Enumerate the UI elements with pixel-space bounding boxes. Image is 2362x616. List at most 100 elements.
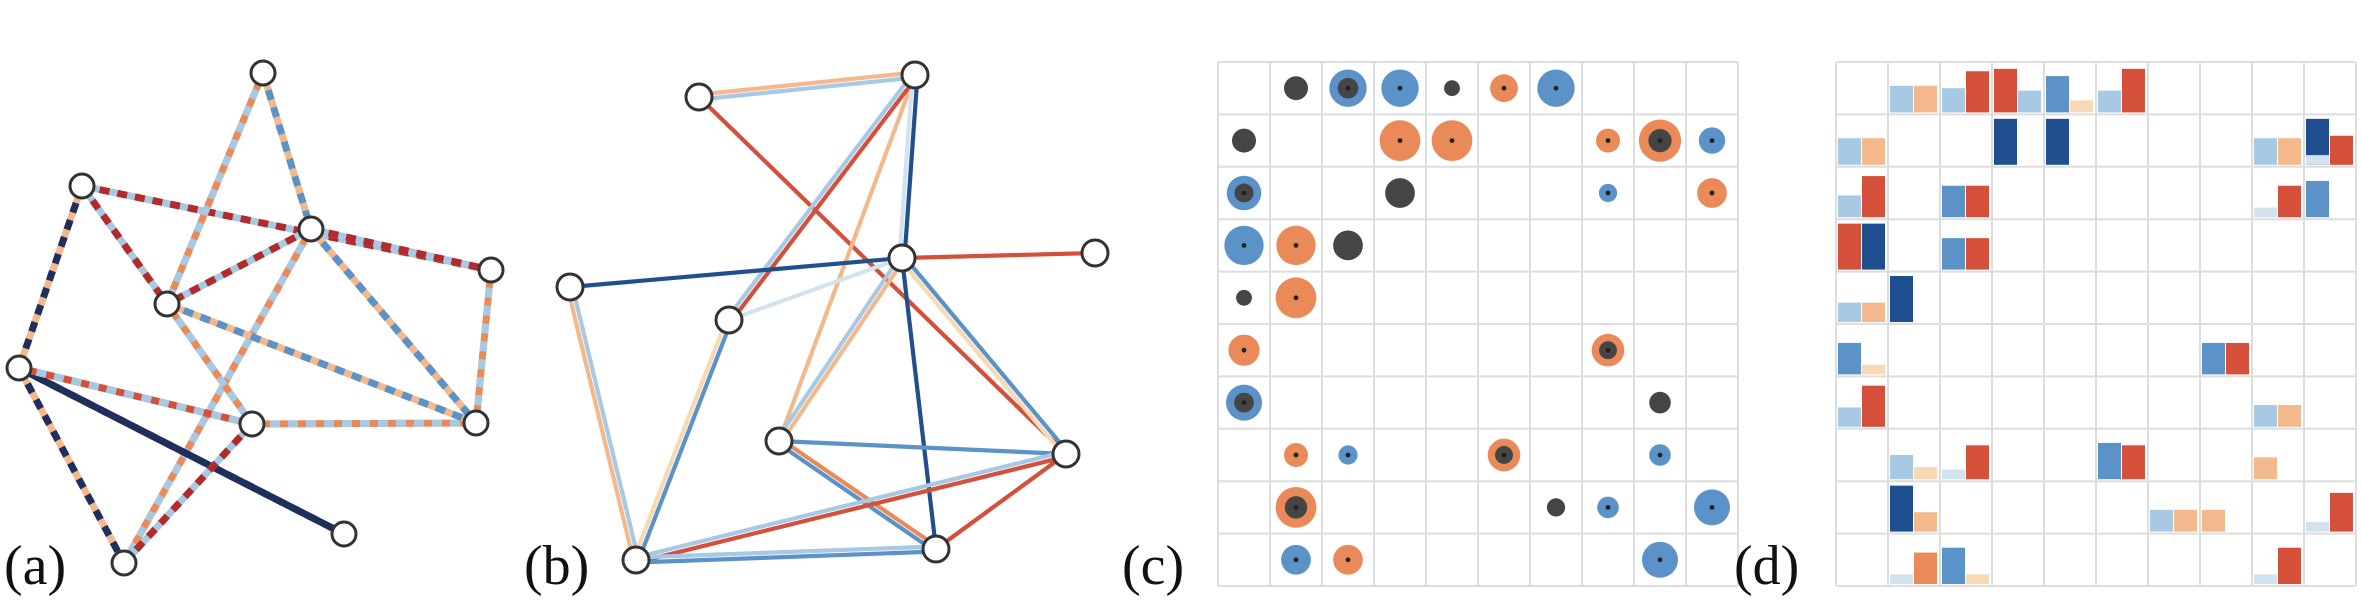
edge-a-a1-a5 xyxy=(163,71,267,306)
edge-b-b6-b10 xyxy=(631,318,734,562)
center-dot xyxy=(1501,85,1507,91)
bar-mark xyxy=(1838,223,1861,270)
bar-mark xyxy=(1838,138,1861,165)
edge-a-a6-a4 xyxy=(472,269,495,424)
bar-mark xyxy=(2306,521,2329,532)
edge-a-a1-a3 xyxy=(259,71,315,231)
bar-mark xyxy=(1914,512,1937,532)
cell-1-0 xyxy=(1232,128,1256,153)
edge-strand xyxy=(934,452,1068,551)
edge-strand xyxy=(631,318,729,560)
edge-b-b3-b7 xyxy=(775,255,906,444)
center-dot xyxy=(1605,505,1611,510)
center-dot xyxy=(1657,138,1663,144)
edge-strand xyxy=(902,75,920,259)
cell-0-4 xyxy=(2046,76,2093,113)
bar-mark xyxy=(1966,574,1989,584)
cell-1-4 xyxy=(1431,120,1473,161)
edge-strand xyxy=(899,257,939,550)
edge-a-a5-a6 xyxy=(165,300,478,427)
cell-7-2 xyxy=(1942,445,1989,480)
cell-1-4 xyxy=(2046,118,2069,165)
cell-9-1 xyxy=(1281,544,1311,575)
cell-0-1 xyxy=(1284,76,1308,101)
edge-a-a7-a6 xyxy=(251,419,477,428)
bar-mark xyxy=(2202,342,2225,375)
grid xyxy=(1835,61,2357,587)
cell-7-1 xyxy=(1890,455,1937,480)
cell-9-8 xyxy=(1642,541,1678,578)
center-dot xyxy=(1605,190,1611,196)
cell-2-0 xyxy=(1226,175,1262,211)
edge-strand xyxy=(635,544,936,560)
edge-strand xyxy=(697,95,1068,456)
bar-mark xyxy=(2046,76,2069,113)
bar-mark xyxy=(1942,469,1965,480)
cell-8-7 xyxy=(2202,509,2225,532)
circle-mark xyxy=(1236,289,1252,306)
cell-0-2 xyxy=(1942,71,1989,113)
edge-strand xyxy=(777,74,917,442)
circle-mark xyxy=(1444,80,1460,97)
circle-mark xyxy=(1385,178,1415,208)
bar-mark xyxy=(2018,90,2041,113)
edge-b-b8-b9 xyxy=(934,452,1068,551)
edge-dash xyxy=(17,364,346,538)
cell-0-5 xyxy=(2098,68,2145,113)
panel-a-network xyxy=(5,59,505,577)
cell-2-7 xyxy=(1598,183,1618,203)
bar-mark xyxy=(1838,342,1861,375)
cell-1-0 xyxy=(1838,138,1885,165)
edge-dash xyxy=(259,71,315,231)
circle-mark xyxy=(1649,391,1671,414)
edge-a-a5-a7 xyxy=(164,301,255,427)
panel-label-c: (c) xyxy=(1122,535,1184,597)
node-b9 xyxy=(921,534,951,564)
cell-3-0 xyxy=(1838,223,1885,270)
cell-7-5 xyxy=(2098,442,2145,480)
edge-a-a8-a9 xyxy=(17,364,346,538)
panel-b-network xyxy=(555,60,1110,575)
node-b10 xyxy=(621,545,651,575)
cell-9-1 xyxy=(1890,552,1937,584)
edge-strand xyxy=(725,72,915,320)
bar-mark xyxy=(2254,457,2277,480)
cell-1-8 xyxy=(2254,138,2301,165)
center-dot xyxy=(1709,138,1715,144)
edge-dash xyxy=(308,226,479,426)
panel-c-circle-matrix xyxy=(1217,61,1739,587)
bar-mark xyxy=(1862,223,1885,270)
cell-2-9 xyxy=(1697,178,1727,208)
cell-7-1 xyxy=(1284,443,1308,467)
bar-mark xyxy=(2122,445,2145,480)
edge-dash xyxy=(120,227,315,565)
edge-dash xyxy=(165,300,478,427)
edge-b-b7-b9 xyxy=(776,437,939,553)
cell-0-3 xyxy=(1994,68,2041,113)
circle-mark xyxy=(1333,230,1363,261)
bar-mark xyxy=(1890,276,1913,322)
bar-mark xyxy=(1890,485,1913,532)
center-dot xyxy=(1657,557,1663,563)
cell-2-9 xyxy=(2306,180,2329,218)
bar-mark xyxy=(1914,85,1937,113)
node-b1 xyxy=(684,82,714,112)
center-dot xyxy=(1397,85,1403,91)
edge-strand xyxy=(728,256,903,322)
node-b4 xyxy=(555,272,585,302)
bar-mark xyxy=(2202,509,2225,532)
bar-mark xyxy=(2122,68,2145,113)
cell-6-8 xyxy=(2254,405,2301,427)
edge-dash xyxy=(164,301,255,427)
bar-mark xyxy=(2278,138,2301,165)
node-b2 xyxy=(900,60,930,90)
cell-5-7 xyxy=(1591,333,1625,367)
panel-d-bar-matrix xyxy=(1835,61,2357,587)
center-dot xyxy=(1345,452,1351,458)
edge-dash xyxy=(310,225,492,274)
center-dot xyxy=(1293,505,1299,510)
edge-a-a3-a5 xyxy=(165,225,313,308)
center-dot xyxy=(1293,452,1299,458)
cell-1-8 xyxy=(1638,119,1682,162)
